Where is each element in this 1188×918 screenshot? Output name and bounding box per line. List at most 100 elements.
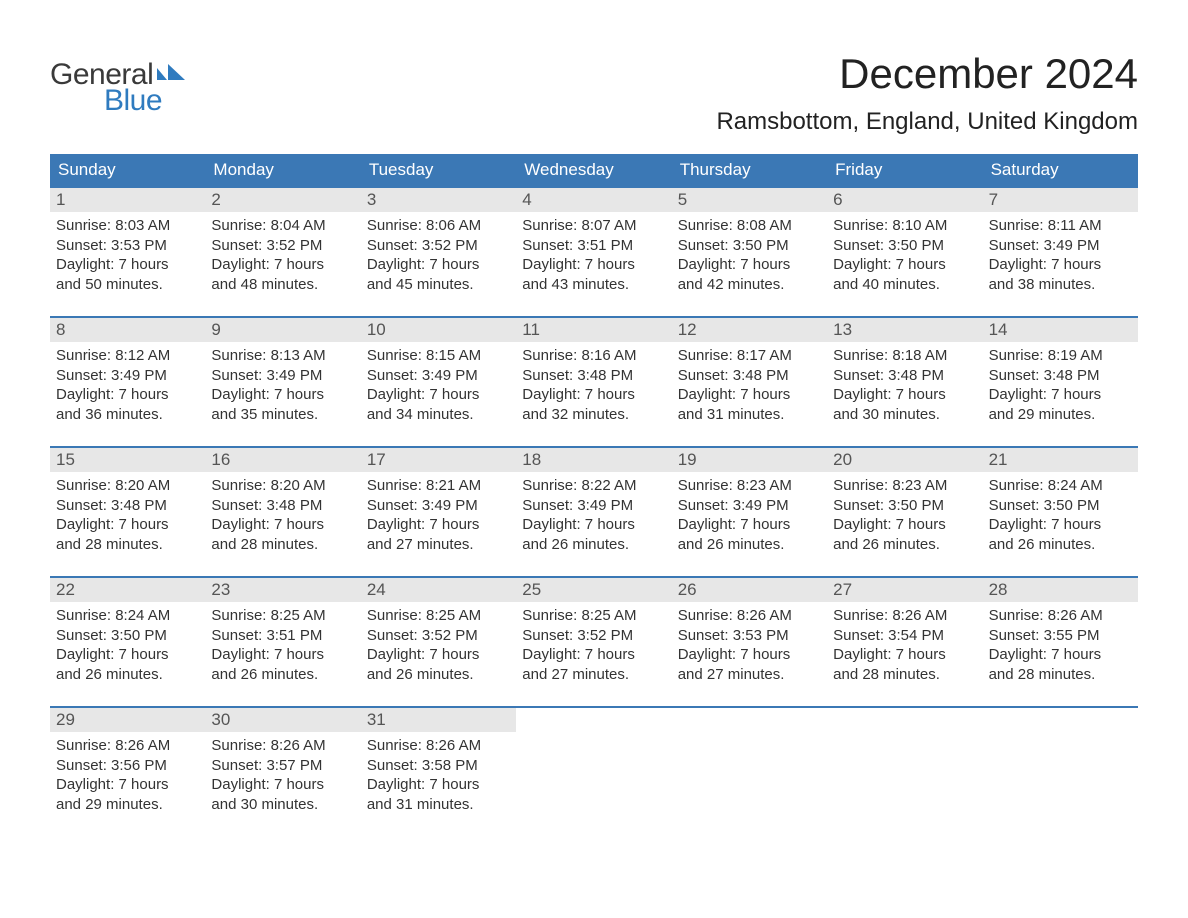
sunrise-line: Sunrise: 8:26 AM [989,606,1132,626]
day-cell: 1Sunrise: 8:03 AMSunset: 3:53 PMDaylight… [50,188,205,308]
daylight-line-1: Daylight: 7 hours [211,515,354,535]
day-number: 11 [516,318,671,342]
day-cell: 20Sunrise: 8:23 AMSunset: 3:50 PMDayligh… [827,448,982,568]
day-body: Sunrise: 8:25 AMSunset: 3:51 PMDaylight:… [205,602,360,684]
day-cell: 11Sunrise: 8:16 AMSunset: 3:48 PMDayligh… [516,318,671,438]
logo-text-blue: Blue [104,84,162,118]
daylight-line-1: Daylight: 7 hours [678,515,821,535]
day-number: 20 [827,448,982,472]
day-body: Sunrise: 8:24 AMSunset: 3:50 PMDaylight:… [983,472,1138,554]
sunrise-line: Sunrise: 8:24 AM [56,606,199,626]
daylight-line-1: Daylight: 7 hours [367,775,510,795]
day-cell: 2Sunrise: 8:04 AMSunset: 3:52 PMDaylight… [205,188,360,308]
daylight-line-2: and 40 minutes. [833,275,976,295]
daylight-line-1: Daylight: 7 hours [211,385,354,405]
sunset-line: Sunset: 3:48 PM [678,366,821,386]
day-body: Sunrise: 8:15 AMSunset: 3:49 PMDaylight:… [361,342,516,424]
day-number: 17 [361,448,516,472]
day-number: 13 [827,318,982,342]
day-number: 26 [672,578,827,602]
daylight-line-2: and 27 minutes. [367,535,510,555]
dow-sunday: Sunday [50,154,205,186]
day-body: Sunrise: 8:26 AMSunset: 3:57 PMDaylight:… [205,732,360,814]
day-body: Sunrise: 8:25 AMSunset: 3:52 PMDaylight:… [361,602,516,684]
day-number: 2 [205,188,360,212]
daylight-line-2: and 29 minutes. [989,405,1132,425]
daylight-line-1: Daylight: 7 hours [522,645,665,665]
day-cell: 14Sunrise: 8:19 AMSunset: 3:48 PMDayligh… [983,318,1138,438]
day-number: 29 [50,708,205,732]
daylight-line-2: and 26 minutes. [989,535,1132,555]
daylight-line-2: and 50 minutes. [56,275,199,295]
sunrise-line: Sunrise: 8:13 AM [211,346,354,366]
day-of-week-header: Sunday Monday Tuesday Wednesday Thursday… [50,154,1138,186]
day-cell [983,708,1138,828]
daylight-line-2: and 30 minutes. [833,405,976,425]
daylight-line-2: and 27 minutes. [678,665,821,685]
day-number: 8 [50,318,205,342]
day-number: 19 [672,448,827,472]
day-cell: 12Sunrise: 8:17 AMSunset: 3:48 PMDayligh… [672,318,827,438]
daylight-line-2: and 31 minutes. [367,795,510,815]
sunrise-line: Sunrise: 8:19 AM [989,346,1132,366]
sunrise-line: Sunrise: 8:16 AM [522,346,665,366]
day-number: 3 [361,188,516,212]
sunrise-line: Sunrise: 8:26 AM [211,736,354,756]
day-cell: 29Sunrise: 8:26 AMSunset: 3:56 PMDayligh… [50,708,205,828]
day-cell: 17Sunrise: 8:21 AMSunset: 3:49 PMDayligh… [361,448,516,568]
day-number: 18 [516,448,671,472]
daylight-line-2: and 42 minutes. [678,275,821,295]
sunrise-line: Sunrise: 8:18 AM [833,346,976,366]
sunrise-line: Sunrise: 8:15 AM [367,346,510,366]
calendar-page: General Blue December 2024 Ramsbottom, E… [0,0,1188,856]
day-body: Sunrise: 8:24 AMSunset: 3:50 PMDaylight:… [50,602,205,684]
daylight-line-1: Daylight: 7 hours [989,645,1132,665]
sunrise-line: Sunrise: 8:26 AM [678,606,821,626]
daylight-line-2: and 26 minutes. [56,665,199,685]
day-number: 31 [361,708,516,732]
day-number: 27 [827,578,982,602]
day-number: 7 [983,188,1138,212]
sunset-line: Sunset: 3:52 PM [367,236,510,256]
daylight-line-1: Daylight: 7 hours [211,255,354,275]
sunset-line: Sunset: 3:58 PM [367,756,510,776]
day-body: Sunrise: 8:26 AMSunset: 3:54 PMDaylight:… [827,602,982,684]
day-body: Sunrise: 8:13 AMSunset: 3:49 PMDaylight:… [205,342,360,424]
sunset-line: Sunset: 3:49 PM [56,366,199,386]
sunset-line: Sunset: 3:50 PM [56,626,199,646]
sunset-line: Sunset: 3:48 PM [989,366,1132,386]
day-body: Sunrise: 8:16 AMSunset: 3:48 PMDaylight:… [516,342,671,424]
sunset-line: Sunset: 3:49 PM [522,496,665,516]
sunrise-line: Sunrise: 8:20 AM [211,476,354,496]
day-body: Sunrise: 8:17 AMSunset: 3:48 PMDaylight:… [672,342,827,424]
day-body: Sunrise: 8:18 AMSunset: 3:48 PMDaylight:… [827,342,982,424]
day-number: 4 [516,188,671,212]
sunset-line: Sunset: 3:49 PM [367,366,510,386]
week-row: 8Sunrise: 8:12 AMSunset: 3:49 PMDaylight… [50,316,1138,438]
day-body: Sunrise: 8:26 AMSunset: 3:55 PMDaylight:… [983,602,1138,684]
day-body: Sunrise: 8:23 AMSunset: 3:50 PMDaylight:… [827,472,982,554]
daylight-line-2: and 43 minutes. [522,275,665,295]
day-cell: 6Sunrise: 8:10 AMSunset: 3:50 PMDaylight… [827,188,982,308]
daylight-line-1: Daylight: 7 hours [211,645,354,665]
day-cell: 15Sunrise: 8:20 AMSunset: 3:48 PMDayligh… [50,448,205,568]
day-cell: 30Sunrise: 8:26 AMSunset: 3:57 PMDayligh… [205,708,360,828]
day-body: Sunrise: 8:07 AMSunset: 3:51 PMDaylight:… [516,212,671,294]
day-number: 12 [672,318,827,342]
day-cell: 22Sunrise: 8:24 AMSunset: 3:50 PMDayligh… [50,578,205,698]
daylight-line-1: Daylight: 7 hours [367,515,510,535]
week-row: 22Sunrise: 8:24 AMSunset: 3:50 PMDayligh… [50,576,1138,698]
calendar: Sunday Monday Tuesday Wednesday Thursday… [50,154,1138,828]
header-row: General Blue December 2024 Ramsbottom, E… [50,30,1138,146]
day-number: 25 [516,578,671,602]
title-block: December 2024 Ramsbottom, England, Unite… [716,50,1138,146]
sunset-line: Sunset: 3:49 PM [989,236,1132,256]
week-row: 15Sunrise: 8:20 AMSunset: 3:48 PMDayligh… [50,446,1138,568]
daylight-line-1: Daylight: 7 hours [989,515,1132,535]
day-cell: 26Sunrise: 8:26 AMSunset: 3:53 PMDayligh… [672,578,827,698]
daylight-line-1: Daylight: 7 hours [833,255,976,275]
day-cell: 10Sunrise: 8:15 AMSunset: 3:49 PMDayligh… [361,318,516,438]
sunset-line: Sunset: 3:53 PM [56,236,199,256]
daylight-line-1: Daylight: 7 hours [833,515,976,535]
day-body: Sunrise: 8:06 AMSunset: 3:52 PMDaylight:… [361,212,516,294]
